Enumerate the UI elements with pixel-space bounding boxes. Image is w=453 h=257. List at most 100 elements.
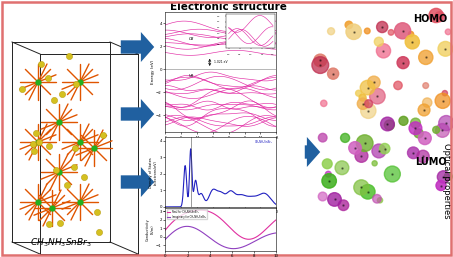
Circle shape (423, 83, 429, 88)
Circle shape (365, 100, 372, 108)
Text: CB: CB (189, 37, 194, 41)
Circle shape (408, 147, 419, 159)
Circle shape (399, 116, 408, 125)
Imaginary for CH₃NH₃SnBr₃ (257, 237, 262, 240)
X-axis label: k point: k point (214, 141, 228, 145)
Circle shape (377, 198, 383, 203)
Circle shape (355, 149, 368, 162)
Circle shape (370, 88, 385, 104)
Circle shape (435, 124, 449, 137)
Circle shape (381, 117, 394, 131)
Circle shape (372, 144, 386, 158)
Circle shape (436, 180, 446, 191)
Circle shape (435, 12, 445, 22)
Circle shape (321, 100, 327, 106)
Circle shape (423, 98, 432, 107)
Circle shape (322, 174, 337, 188)
Circle shape (385, 120, 395, 130)
Circle shape (385, 166, 400, 182)
Text: LUMO: LUMO (415, 157, 447, 167)
Circle shape (318, 133, 327, 142)
Imaginary for CH₃NH₃SnBr₃ (229, 247, 235, 250)
Circle shape (444, 173, 452, 180)
Circle shape (314, 54, 327, 67)
Real for CH₃NH₃SnBr₃ (274, 218, 279, 221)
Circle shape (388, 30, 394, 35)
Imaginary for CH₃NH₃SnBr₃ (264, 234, 270, 237)
Circle shape (367, 76, 380, 89)
Circle shape (364, 28, 370, 34)
Text: VB: VB (189, 74, 194, 78)
Real for CH₃NH₃SnBr₃ (231, 230, 236, 233)
Circle shape (397, 57, 409, 69)
Circle shape (435, 93, 450, 108)
Circle shape (438, 41, 453, 56)
Circle shape (328, 68, 339, 79)
Real for CH₃NH₃SnBr₃ (229, 227, 234, 231)
Circle shape (374, 37, 383, 46)
Circle shape (341, 133, 350, 142)
Real for CH₃NH₃SnBr₃ (163, 228, 168, 232)
Circle shape (376, 44, 390, 58)
Circle shape (429, 8, 443, 23)
Circle shape (318, 192, 327, 201)
Circle shape (325, 171, 331, 177)
Circle shape (395, 23, 411, 39)
Circle shape (408, 31, 414, 37)
Text: CH$_3$NH$_3$SnBr$_3$: CH$_3$NH$_3$SnBr$_3$ (30, 236, 92, 249)
Circle shape (346, 24, 361, 40)
Imaginary for CH₃NH₃SnBr₃ (231, 247, 237, 250)
Imaginary for CH₃NH₃SnBr₃ (231, 247, 236, 250)
Imaginary for CH₃NH₃SnBr₃ (274, 231, 279, 234)
Text: HOMO: HOMO (413, 14, 447, 24)
Circle shape (360, 80, 375, 95)
Circle shape (437, 171, 450, 183)
Circle shape (349, 142, 361, 154)
Text: TDOS: TDOS (212, 197, 244, 207)
Circle shape (419, 50, 433, 65)
Imaginary for CH₃NH₃SnBr₃ (163, 237, 169, 241)
Circle shape (357, 98, 369, 109)
Circle shape (359, 94, 366, 101)
Real for CH₃NH₃SnBr₃ (246, 238, 251, 241)
Circle shape (439, 116, 453, 131)
Circle shape (345, 21, 352, 29)
Circle shape (445, 29, 451, 35)
Circle shape (357, 135, 373, 152)
Text: Electronic structure: Electronic structure (169, 2, 286, 12)
Circle shape (380, 143, 390, 154)
Legend: Real for CH₃NH₃SnBr₃, Imaginary for CH₃NH₃SnBr₃: Real for CH₃NH₃SnBr₃, Imaginary for CH₃N… (167, 209, 207, 219)
Circle shape (356, 90, 361, 96)
Line: Real for CH₃NH₃SnBr₃: Real for CH₃NH₃SnBr₃ (165, 210, 276, 239)
Circle shape (409, 122, 422, 135)
Real for CH₃NH₃SnBr₃ (257, 233, 262, 236)
Circle shape (418, 104, 430, 116)
Real for CH₃NH₃SnBr₃ (264, 227, 270, 230)
Circle shape (312, 57, 329, 74)
Real for CH₃NH₃SnBr₃ (229, 228, 235, 231)
Circle shape (419, 132, 431, 145)
Circle shape (328, 193, 341, 206)
Circle shape (338, 200, 349, 210)
Circle shape (433, 126, 440, 133)
Circle shape (405, 35, 419, 49)
Text: 1.021 eV: 1.021 eV (215, 60, 228, 64)
Imaginary for CH₃NH₃SnBr₃ (163, 238, 168, 241)
Real for CH₃NH₃SnBr₃ (163, 228, 169, 231)
Circle shape (372, 161, 377, 166)
Circle shape (361, 185, 375, 199)
Circle shape (442, 90, 448, 96)
Text: CH₃NH₃SnBr₃: CH₃NH₃SnBr₃ (255, 140, 273, 144)
Real for CH₃NH₃SnBr₃ (198, 209, 203, 212)
Y-axis label: Density of States
(electrons/eV): Density of States (electrons/eV) (149, 157, 158, 188)
Y-axis label: Conductivity
(S/m): Conductivity (S/m) (146, 218, 155, 241)
Circle shape (410, 118, 420, 128)
Circle shape (376, 21, 388, 33)
Circle shape (354, 180, 369, 195)
Circle shape (373, 195, 381, 203)
Circle shape (323, 159, 332, 169)
Circle shape (361, 103, 376, 118)
Circle shape (394, 81, 402, 90)
Circle shape (328, 28, 335, 35)
Imaginary for CH₃NH₃SnBr₃ (229, 247, 234, 250)
